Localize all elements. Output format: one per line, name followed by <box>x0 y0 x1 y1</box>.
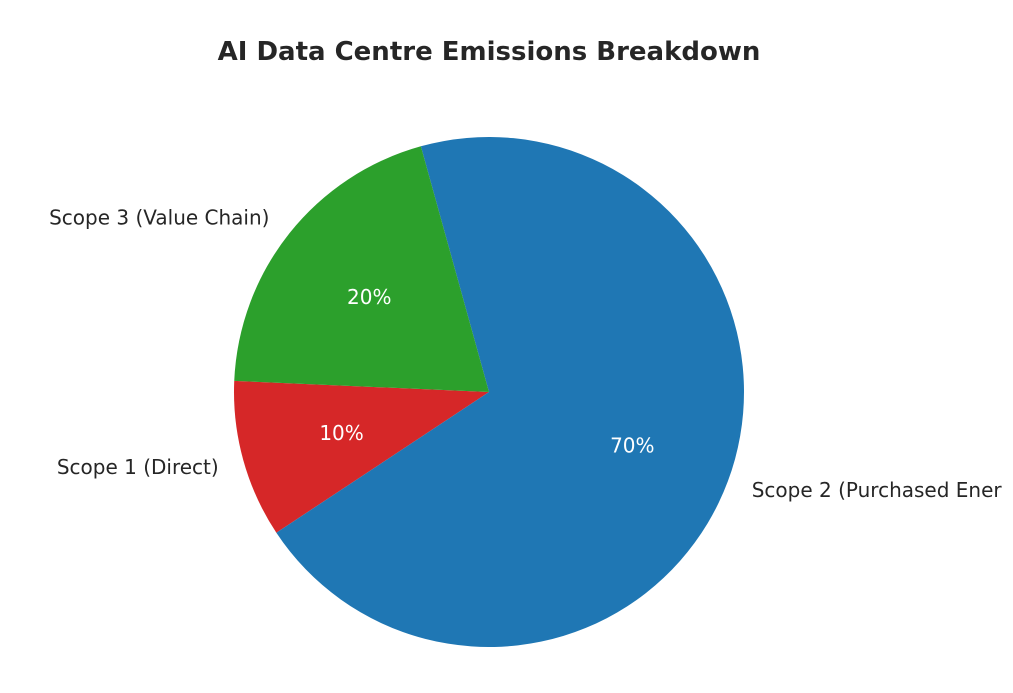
pie-slice <box>234 146 489 392</box>
pie-slice <box>234 380 489 533</box>
pie-slices <box>234 137 744 648</box>
slice-category-label: Scope 2 (Purchased Ener <box>752 478 1003 502</box>
slice-category-label: Scope 3 (Value Chain) <box>49 205 269 229</box>
chart-title: AI Data Centre Emissions Breakdown <box>218 37 761 67</box>
slice-category-label: Scope 1 (Direct) <box>57 455 219 479</box>
slice-percentage-label: 70% <box>610 434 654 458</box>
pie-slice <box>276 137 744 648</box>
slice-percentage-label: 10% <box>319 421 363 445</box>
slice-percentage-label: 20% <box>347 285 391 309</box>
pie-labels: 10% Scope 1 (Direct) 70% Scope 2 (Purchased… <box>49 205 1002 502</box>
